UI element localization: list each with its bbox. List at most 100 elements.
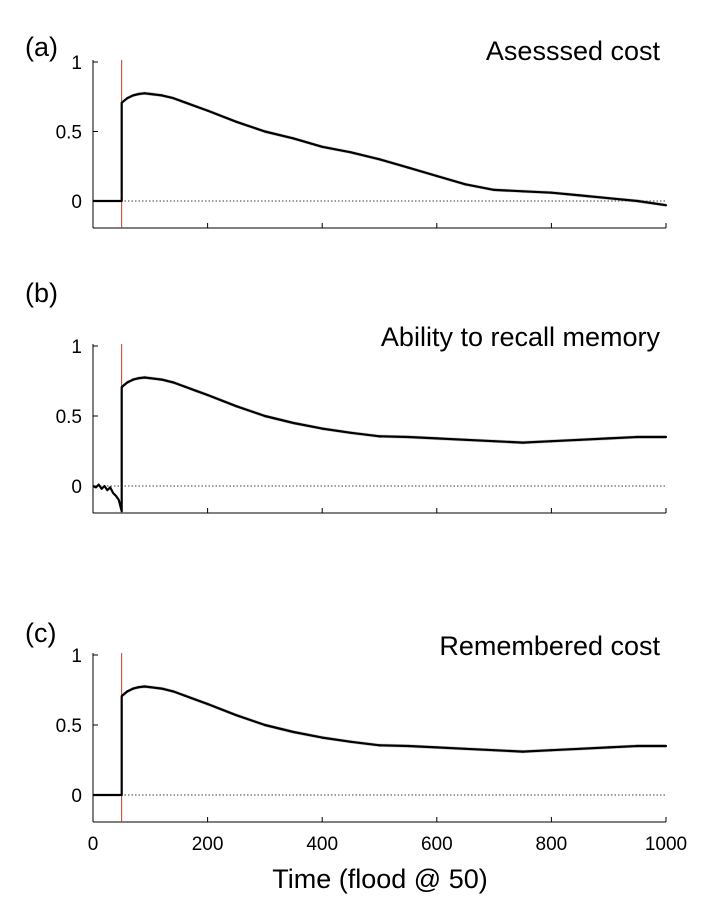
panels-group: (a) Asesssed cost 0 0.5 1 (b) Ability to recal…: [25, 32, 687, 855]
data-point: [636, 744, 639, 748]
data-point: [121, 694, 124, 697]
data-point: [195, 389, 198, 392]
panel-title: Asesssed cost: [486, 36, 661, 66]
data-point: [126, 690, 129, 693]
x-tick-label: 600: [421, 834, 453, 855]
data-point: [321, 736, 324, 739]
data-point: [607, 437, 610, 440]
y-tick-label: 0.5: [56, 716, 82, 737]
x-tick-label: 0: [88, 834, 99, 855]
data-point: [378, 158, 381, 161]
data-point: [160, 378, 163, 381]
data-point: [607, 746, 610, 749]
y-tick-label: 1: [71, 53, 82, 74]
data-point: [349, 740, 352, 743]
data-point: [235, 120, 238, 123]
panel-3: (c) Remembered cost 0 0.5 1 0 200 400 600 800 1000: [25, 618, 687, 855]
data-point: [292, 137, 295, 140]
data-point: [132, 687, 135, 690]
uncertainty-band: [122, 684, 666, 754]
data-point: [143, 685, 146, 688]
pre-event-line: [93, 102, 123, 203]
panel-letter: (a): [25, 32, 58, 62]
data-point: [206, 702, 209, 706]
data-point: [550, 440, 553, 443]
x-tick-label: 800: [536, 834, 568, 855]
data-point: [521, 441, 524, 444]
data-point: [407, 166, 410, 169]
data-point: [183, 694, 186, 697]
y-tick-label: 0: [71, 477, 82, 498]
data-point: [235, 405, 238, 408]
data-point: [263, 414, 266, 418]
data-point: [407, 744, 410, 748]
x-axis-label: Time (flood @ 50): [272, 864, 487, 894]
data-point: [160, 94, 163, 97]
uncertainty-band: [122, 375, 666, 445]
pre-event-line: [92, 386, 123, 513]
data-point: [126, 97, 129, 100]
data-point: [132, 378, 135, 381]
panel-title: Remembered cost: [439, 631, 660, 661]
data-point: [172, 690, 175, 693]
data-point: [578, 438, 582, 441]
x-tick-label: 400: [306, 834, 338, 855]
x-tick-label: 200: [192, 834, 224, 855]
data-point: [121, 101, 124, 104]
data-point: [149, 686, 152, 689]
data-point: [550, 749, 553, 752]
data-point: [378, 744, 381, 747]
x-tick-label: 1000: [645, 834, 687, 855]
data-point: [172, 381, 175, 384]
data-point: [195, 105, 198, 108]
data-point: [493, 749, 496, 752]
data-point: [292, 421, 295, 425]
data-point: [195, 698, 198, 701]
data-point: [137, 686, 140, 689]
pre-event-line: [93, 695, 123, 797]
y-tick-label: 0: [71, 786, 82, 807]
data-point: [172, 97, 175, 100]
series-line: [121, 685, 666, 753]
data-point: [550, 191, 553, 194]
data-point: [143, 376, 146, 379]
data-point: [521, 190, 524, 193]
y-tick-label: 0.5: [56, 123, 82, 144]
data-point: [349, 431, 352, 434]
data-point: [263, 130, 266, 133]
data-point: [521, 750, 524, 753]
y-tick-label: 0: [71, 192, 82, 213]
panel-2: (b) Ability to recall memory 0 0.5 1: [25, 278, 668, 514]
data-point: [149, 377, 152, 380]
data-point: [143, 92, 146, 95]
data-point: [435, 174, 438, 178]
data-point: [435, 746, 438, 749]
data-point: [183, 101, 186, 104]
panel-1: (a) Asesssed cost 0 0.5 1: [25, 32, 668, 229]
series-line: [121, 376, 666, 444]
data-point: [636, 435, 639, 439]
data-point: [126, 381, 129, 384]
data-point: [132, 94, 135, 97]
y-tick-label: 1: [71, 337, 82, 358]
data-point: [464, 183, 467, 186]
panel-title: Ability to recall memory: [381, 322, 661, 352]
data-point: [578, 747, 582, 750]
panel-letter: (c): [25, 618, 56, 648]
data-point: [664, 435, 668, 439]
data-point: [137, 377, 140, 380]
series-line: [121, 92, 667, 207]
data-point: [464, 747, 467, 750]
data-point: [121, 385, 124, 388]
data-point: [235, 714, 238, 717]
data-point: [607, 197, 610, 200]
data-point: [160, 687, 163, 690]
data-point: [292, 730, 295, 734]
data-point: [263, 723, 266, 727]
data-point: [578, 194, 582, 197]
data-point: [137, 92, 140, 96]
y-tick-label: 1: [71, 646, 82, 667]
data-point: [407, 435, 410, 439]
data-point: [206, 109, 209, 112]
data-point: [183, 385, 186, 388]
